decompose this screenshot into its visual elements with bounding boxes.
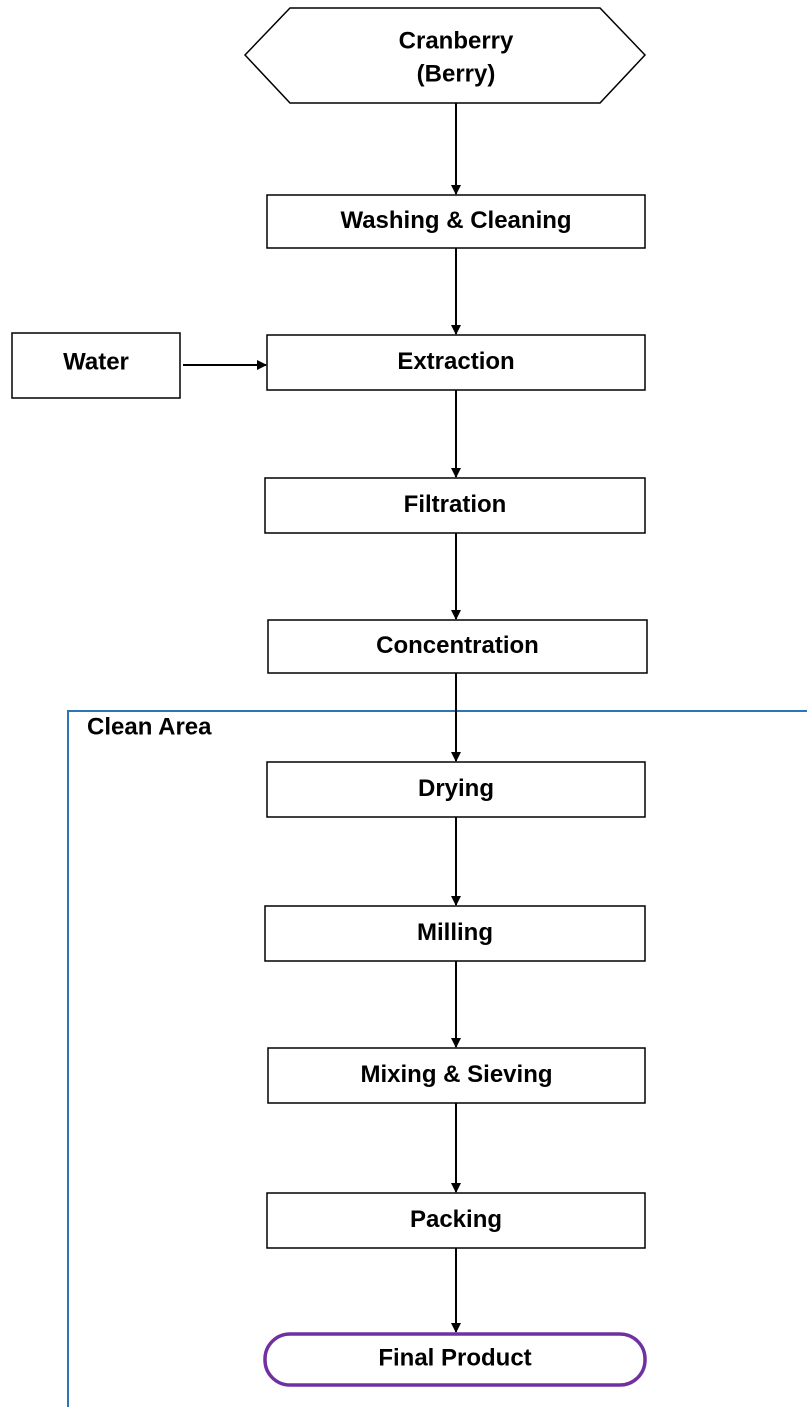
step-node [264, 477, 646, 534]
step-node [267, 1047, 646, 1104]
step-node [266, 1192, 646, 1249]
step-node [267, 619, 648, 674]
input-label: Water [63, 348, 129, 375]
step-label: Packing [410, 1206, 502, 1233]
step-label: Milling [417, 919, 493, 946]
step-label: Drying [418, 775, 494, 802]
steps: Washing & Cleaning Extraction Filtration Co… [264, 103, 648, 1333]
area-label: Clean Area [87, 713, 212, 740]
input-node [11, 332, 181, 399]
step-node [264, 905, 646, 962]
end-node [263, 1332, 647, 1387]
step-label: Concentration [376, 632, 539, 659]
end-label: Final Product [378, 1344, 531, 1371]
step-label: Washing & Cleaning [340, 207, 571, 234]
step-label: Extraction [397, 348, 514, 375]
start-label: Cranberry [399, 27, 514, 54]
start-node [243, 7, 647, 104]
step-node [266, 334, 646, 391]
step-label: Mixing & Sieving [360, 1061, 552, 1088]
step-label: Filtration [404, 491, 507, 518]
step-node [266, 761, 646, 818]
clean-area-border [67, 710, 807, 1407]
step-node [266, 194, 646, 249]
start-label: (Berry) [417, 60, 496, 87]
